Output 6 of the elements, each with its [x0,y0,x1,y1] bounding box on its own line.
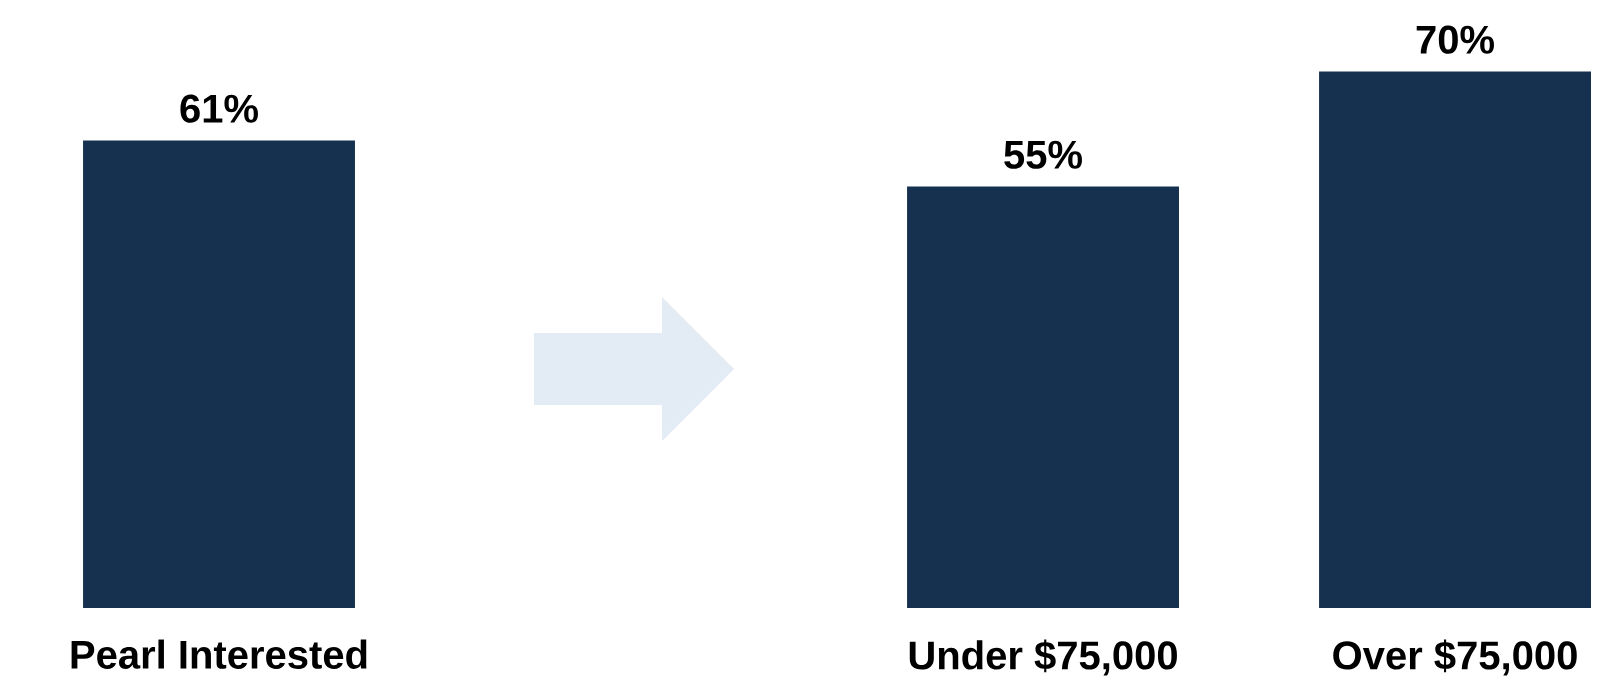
data-label: 55% [1004,140,1082,169]
data-label: 70% [1416,25,1494,54]
data-label: 61% [180,94,258,123]
x-tick-label: Over $75,000 [1333,639,1577,676]
x-tick-label: Under $75,000 [909,639,1177,676]
x-tick-label: Pearl Interested [71,639,367,669]
